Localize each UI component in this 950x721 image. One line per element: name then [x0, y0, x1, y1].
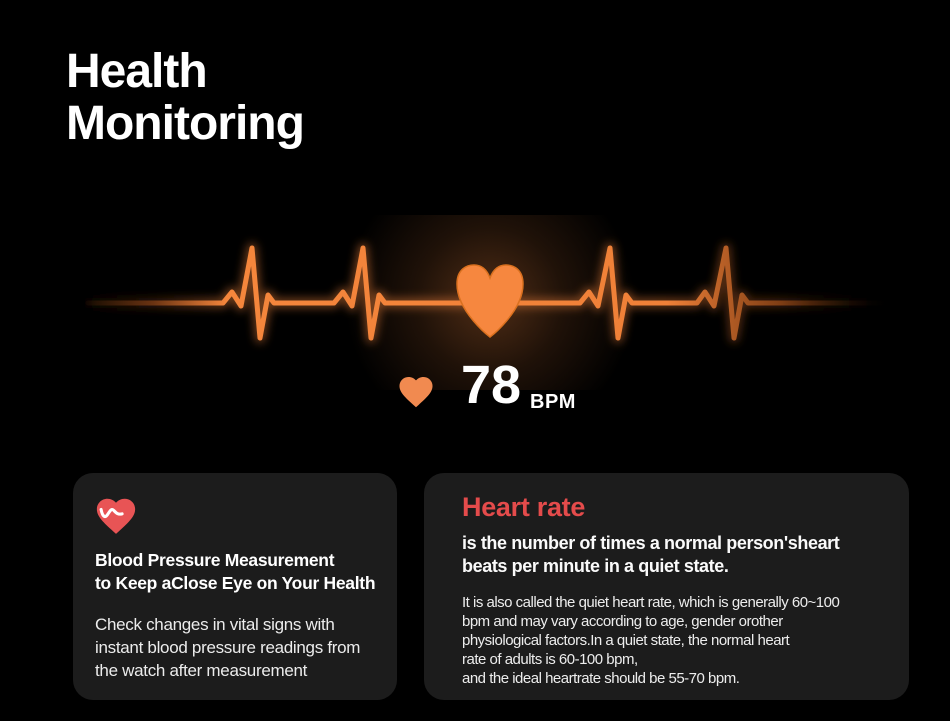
ecg-svg — [83, 155, 893, 445]
heart-rate-lead: is the number of times a normal person's… — [462, 533, 840, 577]
blood-pressure-body: Check changes in vital signs with instan… — [95, 614, 361, 681]
ecg-heart-icon — [456, 264, 524, 338]
ecg-graphic — [0, 155, 950, 445]
heart-rate-card: Heart rate is the number of times a norm… — [424, 473, 909, 700]
bpm-value: 78 — [461, 355, 522, 415]
heart-pulse-icon — [96, 498, 136, 534]
heart-rate-body: It is also called the quiet heart rate, … — [462, 593, 840, 687]
bpm-unit: BPM — [530, 391, 576, 413]
heart-rate-title: Heart rate — [462, 492, 586, 522]
blood-pressure-card: Blood Pressure Measurement to Keep aClos… — [73, 473, 397, 700]
bpm-heart-icon — [396, 372, 436, 410]
blood-pressure-heading: Blood Pressure Measurement to Keep aClos… — [95, 550, 376, 594]
page-title: Health Monitoring — [66, 45, 305, 151]
